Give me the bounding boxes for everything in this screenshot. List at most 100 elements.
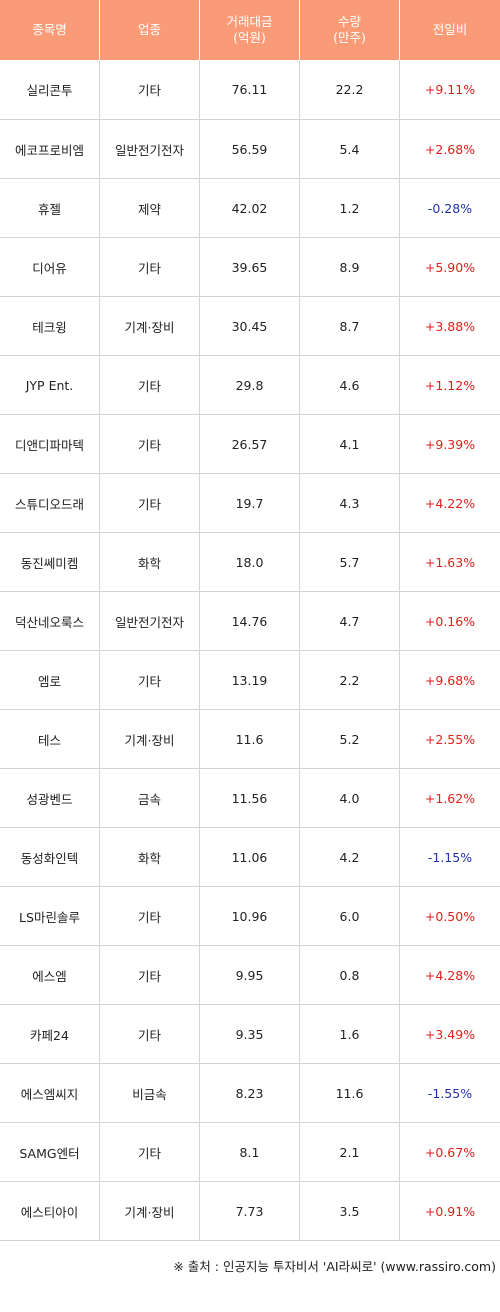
trade-amount: 18.0 [200, 533, 300, 591]
table-row: JYP Ent. 기타 29.8 4.6 +1.12% [0, 356, 500, 415]
stock-sector: 기타 [100, 356, 200, 414]
trade-qty: 6.0 [300, 887, 400, 945]
stock-name: 테스 [0, 710, 100, 768]
header-qty-unit: (만주) [333, 30, 366, 45]
header-change: 전일비 [432, 22, 468, 37]
table-header: 종목명 업종 거래대금 (억원) 수량 (만주) 전일비 [0, 0, 500, 60]
trade-qty: 2.2 [300, 651, 400, 709]
trade-amount: 11.6 [200, 710, 300, 768]
table-row: 동성화인텍 화학 11.06 4.2 -1.15% [0, 828, 500, 887]
stock-sector: 기계·장비 [100, 710, 200, 768]
trade-qty: 11.6 [300, 1064, 400, 1122]
trade-amount: 13.19 [200, 651, 300, 709]
price-change: +2.68% [424, 141, 476, 157]
price-change: +9.11% [424, 82, 476, 97]
trade-qty: 1.6 [300, 1005, 400, 1063]
trade-amount: 14.76 [200, 592, 300, 650]
table-row: LS마린솔루 기타 10.96 6.0 +0.50% [0, 887, 500, 946]
table-row: 휴젤 제약 42.02 1.2 -0.28% [0, 179, 500, 238]
stock-sector: 기타 [100, 238, 200, 296]
header-amount-unit: (억원) [233, 30, 266, 45]
table-row: SAMG엔터 기타 8.1 2.1 +0.67% [0, 1123, 500, 1182]
stock-sector: 기타 [100, 946, 200, 1004]
stock-sector: 기계·장비 [100, 297, 200, 355]
price-change: +9.68% [424, 672, 476, 688]
trade-qty: 4.1 [300, 415, 400, 473]
table-row: 성광벤드 금속 11.56 4.0 +1.62% [0, 769, 500, 828]
trade-qty: 1.2 [300, 179, 400, 237]
table-row: 에스엠씨지 비금속 8.23 11.6 -1.55% [0, 1064, 500, 1123]
stock-name: 덕산네오룩스 [0, 592, 100, 650]
table-row: 에코프로비엠 일반전기전자 56.59 5.4 +2.68% [0, 120, 500, 179]
header-amount: 거래대금 (억원) [200, 0, 300, 60]
table-body: 실리콘투 기타 76.11 22.2 +9.11% 에코프로비엠 일반전기전자 56.59 5.… [0, 60, 500, 1241]
trade-qty: 3.5 [300, 1182, 400, 1240]
trade-amount: 8.1 [200, 1123, 300, 1181]
price-change: +1.12% [424, 377, 476, 393]
trade-qty: 4.3 [300, 474, 400, 532]
price-change: -1.15% [427, 849, 473, 865]
price-change: +3.88% [424, 318, 476, 334]
stock-sector: 기계·장비 [100, 1182, 200, 1240]
stock-sector: 비금속 [100, 1064, 200, 1122]
stock-sector: 화학 [100, 828, 200, 886]
stock-name: SAMG엔터 [0, 1123, 100, 1181]
stock-sector: 기타 [100, 1123, 200, 1181]
stock-sector: 일반전기전자 [100, 120, 200, 178]
price-change: +3.49% [424, 1026, 476, 1042]
stock-sector: 기타 [100, 415, 200, 473]
trade-qty: 5.7 [300, 533, 400, 591]
stock-name: 동성화인텍 [0, 828, 100, 886]
table-row: 동진쎄미켐 화학 18.0 5.7 +1.63% [0, 533, 500, 592]
table-row: 디앤디파마텍 기타 26.57 4.1 +9.39% [0, 415, 500, 474]
trade-amount: 29.8 [200, 356, 300, 414]
table-row: 에스티아이 기계·장비 7.73 3.5 +0.91% [0, 1182, 500, 1241]
stock-sector: 기타 [100, 1005, 200, 1063]
trade-qty: 4.2 [300, 828, 400, 886]
trade-amount: 9.95 [200, 946, 300, 1004]
header-qty: 수량 (만주) [300, 0, 400, 60]
trade-qty: 4.0 [300, 769, 400, 827]
trade-qty: 2.1 [300, 1123, 400, 1181]
stock-name: 성광벤드 [0, 769, 100, 827]
price-change: +4.22% [424, 495, 476, 511]
stock-name: 에코프로비엠 [0, 120, 100, 178]
stock-sector: 일반전기전자 [100, 592, 200, 650]
table-row: 엠로 기타 13.19 2.2 +9.68% [0, 651, 500, 710]
price-change: +4.28% [424, 967, 476, 983]
header-amount-title: 거래대금 [226, 14, 273, 29]
stock-name: 디앤디파마텍 [0, 415, 100, 473]
trade-amount: 56.59 [200, 120, 300, 178]
trade-qty: 22.2 [300, 60, 400, 119]
trade-amount: 76.11 [200, 60, 300, 119]
trade-amount: 30.45 [200, 297, 300, 355]
stock-name: 테크윙 [0, 297, 100, 355]
price-change: +5.90% [424, 259, 476, 275]
stock-name: 스튜디오드래 [0, 474, 100, 532]
header-qty-title: 수량 [337, 14, 361, 29]
trade-qty: 5.2 [300, 710, 400, 768]
trade-qty: 0.8 [300, 946, 400, 1004]
trade-amount: 26.57 [200, 415, 300, 473]
stock-name: 디어유 [0, 238, 100, 296]
price-change: +9.39% [424, 436, 476, 452]
table-row: 카페24 기타 9.35 1.6 +3.49% [0, 1005, 500, 1064]
trade-amount: 8.23 [200, 1064, 300, 1122]
stock-name: 에스엠씨지 [0, 1064, 100, 1122]
trade-amount: 39.65 [200, 238, 300, 296]
trade-amount: 11.06 [200, 828, 300, 886]
stock-name: LS마린솔루 [0, 887, 100, 945]
stock-table: 종목명 업종 거래대금 (억원) 수량 (만주) 전일비 실리콘투 기타 76.11… [0, 0, 500, 1241]
stock-name: 카페24 [0, 1005, 100, 1063]
stock-name: 엠로 [0, 651, 100, 709]
table-row: 에스엠 기타 9.95 0.8 +4.28% [0, 946, 500, 1005]
price-change: +0.50% [424, 908, 476, 924]
stock-sector: 기타 [100, 60, 200, 119]
stock-sector: 기타 [100, 887, 200, 945]
header-name: 종목명 [0, 0, 100, 60]
table-row: 실리콘투 기타 76.11 22.2 +9.11% [0, 60, 500, 120]
trade-amount: 42.02 [200, 179, 300, 237]
price-change: -1.55% [427, 1085, 473, 1101]
stock-sector: 화학 [100, 533, 200, 591]
trade-amount: 10.96 [200, 887, 300, 945]
